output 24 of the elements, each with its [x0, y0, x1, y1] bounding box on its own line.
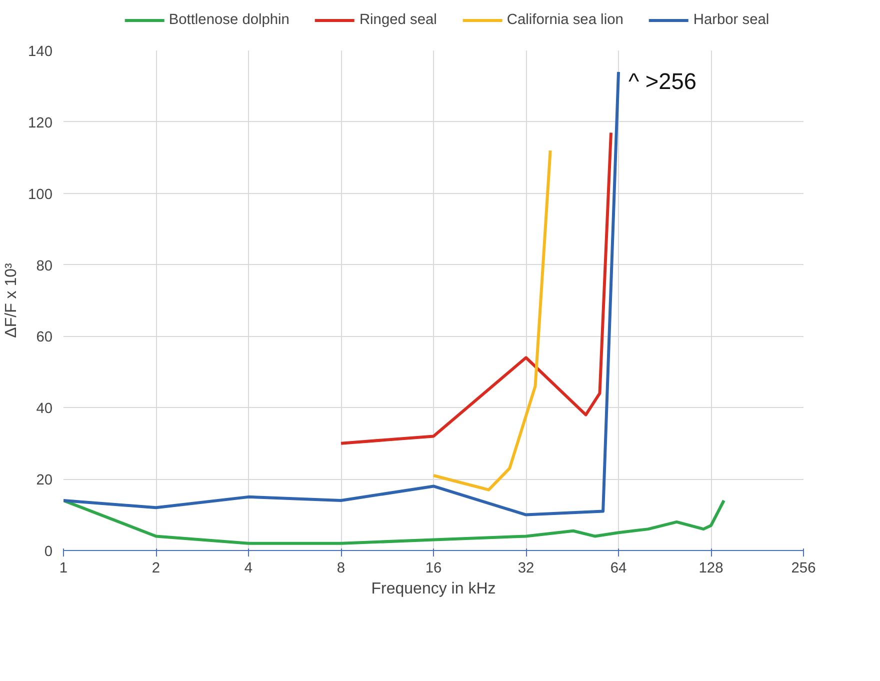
x-tick-label: 16: [425, 560, 442, 576]
x-tick-label: 2: [152, 560, 160, 576]
x-tick-label: 64: [610, 560, 627, 576]
x-axis-title: Frequency in kHz: [371, 580, 496, 598]
x-tick-label: 8: [336, 560, 346, 576]
y-axis-title: ΔF/F x 10³: [3, 262, 20, 338]
x-tick-label: 1: [59, 560, 68, 576]
y-tick-label: 20: [36, 472, 53, 489]
x-tick-label: 128: [698, 560, 724, 576]
legend-label: Ringed seal: [359, 12, 437, 28]
legend-label: Harbor seal: [693, 12, 770, 28]
y-tick-label: 140: [28, 44, 53, 60]
legend-label: California sea lion: [506, 12, 624, 28]
x-tick-label: 4: [244, 560, 253, 576]
x-tick-label: 256: [791, 560, 816, 576]
legend-label: Bottlenose dolphin: [168, 12, 290, 28]
y-tick-label: 120: [28, 115, 53, 132]
y-tick-label: 40: [36, 401, 53, 418]
x-tick-label: 32: [518, 560, 534, 576]
y-tick-label: 60: [36, 330, 53, 346]
y-tick-label: 100: [28, 186, 53, 203]
y-tick-label: 0: [44, 544, 53, 560]
annotation: ^ >256: [628, 68, 696, 94]
y-tick-label: 80: [36, 258, 53, 274]
